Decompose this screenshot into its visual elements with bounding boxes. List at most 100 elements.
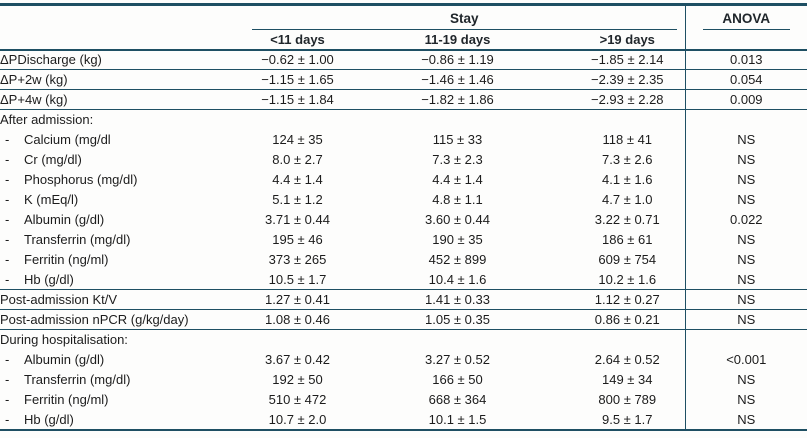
table-row: - Ferritin (ng/ml) 510 ± 472 668 ± 364 800 ±… <box>0 389 807 410</box>
anova-underline: ANOVA <box>702 9 791 30</box>
row-label: - Ferritin (ng/ml) <box>0 250 250 270</box>
row-label: - Transferrin (mg/dl) <box>0 230 250 250</box>
stay-group-label: Stay <box>450 10 479 26</box>
list-dash: - <box>5 252 10 267</box>
value-cell-col1: 10.5 ± 1.7 <box>250 269 345 290</box>
row-label: - Transferrin (mg/dl) <box>0 370 250 390</box>
anova-empty-cell <box>684 29 807 51</box>
row-label-text: Transferrin (mg/dl) <box>24 372 131 387</box>
value-cell-col2: 4.8 ± 1.1 <box>432 192 483 207</box>
section-row: After admission: <box>0 109 807 130</box>
value-cell-col2: −0.86 ± 1.19 <box>345 49 570 70</box>
value-cell-col2: −1.82 ± 1.86 <box>345 89 570 110</box>
anova-value-cell: NS <box>684 129 807 150</box>
anova-value-cell: NS <box>684 369 807 390</box>
row-label: ΔP+2w (kg) <box>0 69 250 90</box>
table-row: - Transferrin (mg/dl) 192 ± 50 166 ± 50 149 … <box>0 369 807 390</box>
value-cell-col1: −0.62 ± 1.00 <box>250 49 345 70</box>
table-row: Post-admission nPCR (g/kg/day) 1.08 ± 0.4… <box>0 309 807 330</box>
table-header: Stay ANOVA <11 days 11-19 days >19 days <box>0 4 807 51</box>
table-row: - Albumin (g/dl) 3.71 ± 0.44 3.60 ± 0.44 3.2… <box>0 209 807 230</box>
row-label: - Calcium (mg/dl <box>0 130 250 150</box>
table-row: - Albumin (g/dl) 3.67 ± 0.42 3.27 ± 0.52 2.6… <box>0 349 807 370</box>
row-label-text: Albumin (g/dl) <box>24 352 105 367</box>
row-label-text: Hb (g/dl) <box>24 411 74 427</box>
value-cell-col3: 186 ± 61 <box>602 232 653 247</box>
row-label-text: K (mEq/l) <box>24 192 79 207</box>
value-cell-col1: 1.08 ± 0.46 <box>250 309 345 330</box>
anova-header: ANOVA <box>684 4 807 30</box>
value-cell-col1: 4.4 ± 1.4 <box>272 172 323 187</box>
value-cell-col1: 195 ± 46 <box>272 232 323 247</box>
row-label: - Albumin (g/dl) <box>0 350 250 370</box>
group-header-row: Stay ANOVA <box>0 4 807 30</box>
value-cell-col1: 3.67 ± 0.42 <box>265 352 330 367</box>
anova-value-cell <box>684 329 807 350</box>
empty-corner-cell <box>0 5 250 30</box>
row-label: Post-admission nPCR (g/kg/day) <box>0 309 250 330</box>
value-cell-col2: 190 ± 35 <box>432 232 483 247</box>
anova-value-cell: NS <box>684 229 807 250</box>
table-row: ΔP+2w (kg) −1.15 ± 1.65 −1.46 ± 1.46 −2.39 … <box>0 69 807 90</box>
anova-value-cell: NS <box>684 169 807 190</box>
list-dash: - <box>5 352 10 367</box>
value-cell-col2: 4.4 ± 1.4 <box>432 172 483 187</box>
table-row: ΔPDischarge (kg) −0.62 ± 1.00 −0.86 ± 1.19… <box>0 49 807 70</box>
value-cell-col1: 10.7 ± 2.0 <box>250 409 345 431</box>
section-label: After admission: <box>0 112 94 128</box>
value-cell-col3: 1.12 ± 0.27 <box>570 289 686 310</box>
list-dash: - <box>5 271 10 287</box>
row-label: -K (mEq/l) <box>0 190 250 210</box>
table-body: ΔPDischarge (kg) −0.62 ± 1.00 −0.86 ± 1.19… <box>0 49 807 431</box>
section-label: During hospitalisation: <box>0 332 128 348</box>
row-label: - Hb (g/dl) <box>0 409 250 431</box>
value-cell-col2: 7.3 ± 2.3 <box>432 152 483 167</box>
value-cell-col3: 4.7 ± 1.0 <box>602 192 653 207</box>
value-cell-col1: 8.0 ± 2.7 <box>272 152 323 167</box>
table-row: ΔP+4w (kg) −1.15 ± 1.84 −1.82 ± 1.86 −2.93 … <box>0 89 807 110</box>
column-header-gt19: >19 days <box>570 29 686 51</box>
table-row: - Hb (g/dl) 10.5 ± 1.7 10.4 ± 1.6 10.2 ± 1.6… <box>0 269 807 290</box>
row-label: ΔP+4w (kg) <box>0 89 250 110</box>
results-table: Stay ANOVA <11 days 11-19 days >19 days … <box>0 3 807 431</box>
value-cell-col3: 3.22 ± 0.71 <box>594 212 660 227</box>
row-label: - Albumin (g/dl) <box>0 210 250 230</box>
anova-value-cell: NS <box>684 249 807 270</box>
anova-value-cell: 0.054 <box>684 69 807 90</box>
anova-value-cell: 0.009 <box>684 89 807 110</box>
value-cell-col3: 7.3 ± 2.6 <box>602 152 653 167</box>
table-row: - Transferrin (mg/dl) 195 ± 46 190 ± 35 186 … <box>0 229 807 250</box>
value-cell-col1: 1.27 ± 0.41 <box>250 289 345 310</box>
anova-label: ANOVA <box>722 10 771 26</box>
row-label: - Hb (g/dl) <box>0 269 250 290</box>
value-cell-col2: 10.4 ± 1.6 <box>345 269 570 290</box>
row-label-text: Ferritin (ng/ml) <box>24 392 109 407</box>
anova-value-cell <box>684 109 807 130</box>
section-row: During hospitalisation: <box>0 329 807 350</box>
list-dash: - <box>5 212 10 227</box>
table-row: - Hb (g/dl) 10.7 ± 2.0 10.1 ± 1.5 9.5 ± 1.7 N… <box>0 409 807 431</box>
row-label-text: Post-admission Kt/V <box>0 292 118 307</box>
anova-value-cell: NS <box>684 289 807 310</box>
list-dash: - <box>5 172 10 187</box>
value-cell-col2: 3.27 ± 0.52 <box>425 352 490 367</box>
row-label-text: ΔPDischarge (kg) <box>0 52 102 68</box>
value-cell-col1: 373 ± 265 <box>268 252 327 267</box>
column-header-lt11: <11 days <box>250 29 345 51</box>
value-cell-col3: 118 ± 41 <box>602 132 653 147</box>
row-label-text: Albumin (g/dl) <box>24 212 105 227</box>
value-cell-col2: 10.1 ± 1.5 <box>345 409 570 431</box>
value-cell-col1: 192 ± 50 <box>272 372 323 387</box>
row-label: - Ferritin (ng/ml) <box>0 390 250 410</box>
list-dash: - <box>5 132 10 147</box>
value-cell-col2: 1.05 ± 0.35 <box>345 309 570 330</box>
anova-value-cell: NS <box>684 269 807 290</box>
value-cell-col1: 5.1 ± 1.2 <box>272 192 323 207</box>
value-cell-col3: 800 ± 789 <box>598 392 657 407</box>
value-cell-col3: 4.1 ± 1.6 <box>602 172 653 187</box>
value-cell-col2: 1.41 ± 0.33 <box>345 289 570 310</box>
column-header-11-19: 11-19 days <box>345 29 570 51</box>
anova-value-cell: 0.013 <box>684 49 807 70</box>
value-cell-col1: −1.15 ± 1.65 <box>250 69 345 90</box>
table-row: -K (mEq/l) 5.1 ± 1.2 4.8 ± 1.1 4.7 ± 1.0 NS <box>0 189 807 210</box>
